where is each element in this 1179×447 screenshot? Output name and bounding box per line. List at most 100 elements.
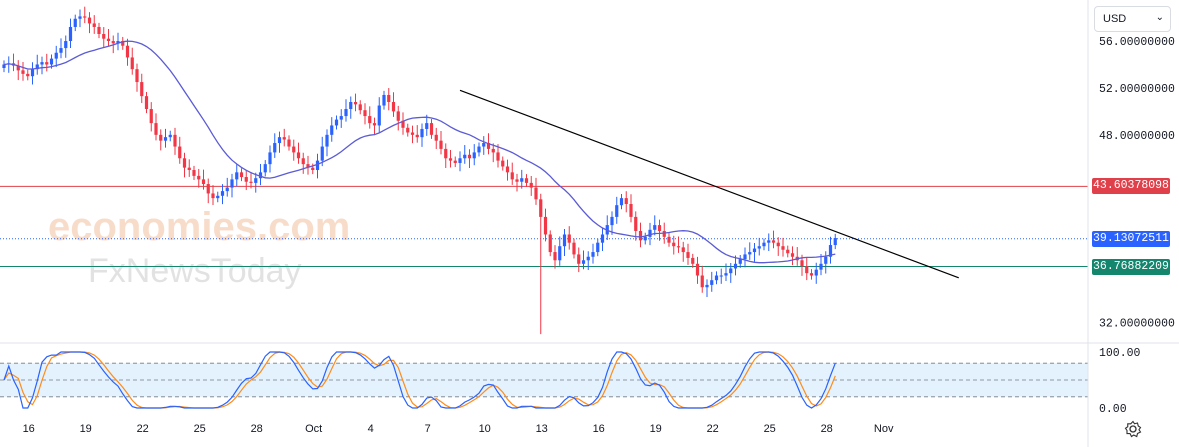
candle-body <box>40 62 44 65</box>
candle <box>268 145 272 173</box>
candle-body <box>59 48 63 53</box>
candle <box>358 100 362 115</box>
x-tick-label: 13 <box>536 423 548 435</box>
candle-body <box>786 249 790 254</box>
candle <box>567 226 571 250</box>
candle-body <box>358 104 362 111</box>
candle-body <box>35 64 39 70</box>
candle-body <box>710 280 714 285</box>
gear-icon[interactable] <box>1124 420 1142 438</box>
candle-body <box>387 94 391 102</box>
candle <box>752 243 757 262</box>
currency-value: USD <box>1103 13 1127 25</box>
candle-body <box>230 179 234 188</box>
candle-body <box>615 205 619 217</box>
candle <box>325 129 329 157</box>
candle-body <box>325 134 329 147</box>
candle <box>539 193 543 335</box>
candle <box>102 27 106 48</box>
candle-body <box>643 236 647 241</box>
watermark-economies: economies.com <box>48 205 350 249</box>
candle <box>548 230 552 257</box>
candle-body <box>121 41 125 46</box>
candle-body <box>168 134 172 138</box>
candle <box>467 149 472 169</box>
candle-body <box>539 199 543 217</box>
candle <box>154 113 158 141</box>
candle <box>477 142 481 157</box>
watermark-fxnewstoday: FxNewsToday <box>88 252 302 290</box>
candle-body <box>78 16 82 19</box>
x-tick-label: 28 <box>821 423 833 435</box>
candle-body <box>254 178 258 183</box>
candle <box>330 117 334 142</box>
candle-body <box>695 263 700 276</box>
candle-body <box>529 182 533 188</box>
candle-body <box>154 123 158 135</box>
candle-body <box>486 143 491 149</box>
candle-body <box>748 252 752 255</box>
candle-body <box>657 225 662 231</box>
candle <box>534 177 538 205</box>
candle-body <box>790 253 795 257</box>
candle-body <box>344 109 348 117</box>
candle <box>458 151 462 172</box>
candle <box>197 168 201 188</box>
candle-body <box>368 116 372 124</box>
candle-body <box>102 34 106 39</box>
candle <box>776 237 780 256</box>
candle-body <box>681 247 685 253</box>
candle-body <box>548 234 552 253</box>
candle-body <box>54 52 58 59</box>
candle-body <box>49 58 54 65</box>
candle <box>634 211 638 241</box>
candle-body <box>781 246 785 250</box>
candle <box>306 155 310 175</box>
candle-body <box>144 96 149 110</box>
candle <box>653 215 657 236</box>
candle-body <box>83 16 87 18</box>
candle <box>762 238 766 251</box>
candle <box>482 136 486 155</box>
price-tag-resistance: 43.60378098 <box>1092 178 1170 195</box>
candle <box>135 63 139 92</box>
candle-body <box>330 125 334 135</box>
candle <box>643 232 647 245</box>
candle <box>116 32 120 51</box>
candle <box>277 131 282 153</box>
candle-body <box>429 123 434 135</box>
candle <box>619 194 624 210</box>
candle-body <box>458 158 462 163</box>
candle-body <box>111 41 115 44</box>
candle <box>786 245 790 258</box>
candle-body <box>752 248 757 253</box>
trend-line <box>459 89 959 279</box>
candle <box>344 99 348 122</box>
candle-body <box>206 184 210 194</box>
candle-body <box>515 179 519 182</box>
candle <box>396 105 400 131</box>
candle-body <box>353 102 358 105</box>
candle <box>757 237 761 256</box>
candle <box>700 265 704 293</box>
candle-body <box>558 246 562 261</box>
stoch-tick-label: 0.00 <box>1099 403 1127 416</box>
candle <box>59 38 63 59</box>
candle <box>121 36 125 50</box>
candle-body <box>591 252 595 257</box>
stoch-k-line <box>3 351 836 409</box>
candle-body <box>491 148 495 153</box>
candle <box>11 53 16 72</box>
candle-body <box>596 242 600 253</box>
candle <box>425 114 429 136</box>
candle-body <box>520 178 524 182</box>
candle-body <box>524 178 529 183</box>
candle <box>16 60 20 81</box>
candle <box>733 255 738 276</box>
currency-select[interactable]: USD ⌄ <box>1094 6 1171 32</box>
candle <box>163 128 168 148</box>
candle-body <box>724 273 728 276</box>
x-tick-label: 28 <box>251 423 263 435</box>
candle-body <box>30 69 35 77</box>
